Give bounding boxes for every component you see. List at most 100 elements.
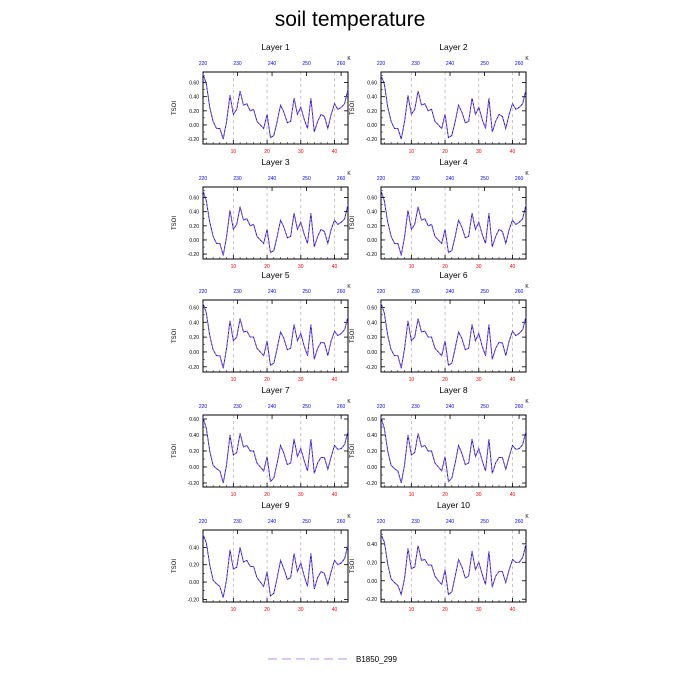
figure-title: soil temperature [274, 8, 426, 31]
series-line-overlay [202, 302, 349, 369]
top-tick-label: 230 [233, 404, 242, 410]
y-tick-label: 0.00 [189, 238, 199, 244]
top-tick-label: 250 [480, 519, 489, 525]
y-tick-label: -0.20 [366, 597, 378, 603]
top-tick-label: 250 [480, 404, 489, 410]
panel-title: Layer 5 [261, 270, 290, 280]
y-tick-label: 0.60 [189, 305, 199, 311]
top-tick-label: 230 [411, 519, 420, 525]
plot-frame [380, 71, 527, 145]
x-tick-label: 40 [510, 377, 516, 383]
panel-6: Layer 6 -0.20 0.00 0.20 0.40 0.60 TSOI 10 20 30 40… [350, 270, 529, 383]
top-tick-label: 250 [302, 61, 311, 67]
x-tick-label: 30 [476, 377, 482, 383]
x-tick-label: 10 [231, 492, 237, 498]
y-tick-label: -0.20 [188, 252, 200, 258]
x-tick-label: 40 [332, 607, 338, 613]
y-tick-label: 0.40 [189, 95, 199, 101]
legend: B1850_299 [268, 655, 397, 664]
plot-frame [202, 71, 349, 145]
top-tick-label: 260 [337, 519, 346, 525]
top-tick-label: 250 [302, 289, 311, 295]
top-tick-label: 250 [302, 404, 311, 410]
x-tick-label: 10 [231, 149, 237, 155]
top-tick-label: 220 [377, 404, 386, 410]
x-tick-label: 20 [442, 149, 448, 155]
top-tick-label: 250 [480, 176, 489, 182]
plot-frame [380, 299, 527, 373]
y-tick-label: 0.00 [367, 238, 377, 244]
top-tick-label: 230 [411, 176, 420, 182]
y-tick-label: 0.20 [367, 449, 377, 455]
x-tick-label: 20 [442, 492, 448, 498]
top-tick-label: 260 [337, 404, 346, 410]
panel-title: Layer 3 [261, 157, 290, 167]
series-line-overlay [202, 190, 349, 256]
x-tick-label: 20 [442, 377, 448, 383]
y-tick-label: 0.20 [367, 335, 377, 341]
x-tick-label: 40 [332, 377, 338, 383]
y-tick-label: 0.20 [189, 109, 199, 115]
panel-title: Layer 10 [437, 500, 470, 510]
x-tick-label: 10 [409, 607, 415, 613]
x-tick-label: 30 [476, 607, 482, 613]
y-tick-label: 0.20 [189, 449, 199, 455]
x-tick-label: 30 [298, 149, 304, 155]
y-tick-label: 0.60 [189, 196, 199, 202]
top-tick-label: 220 [199, 176, 208, 182]
series-line-overlay [202, 74, 349, 140]
top-axis-unit: K [347, 171, 351, 177]
y-tick-label: 0.40 [367, 320, 377, 326]
top-tick-label: 240 [268, 176, 277, 182]
top-tick-label: 220 [199, 404, 208, 410]
y-tick-label: 0.00 [189, 123, 199, 129]
y-tick-label: 0.20 [367, 224, 377, 230]
panel-1: Layer 1 -0.20 0.00 0.20 0.40 0.60 TSOI 10 20 30 40… [172, 42, 351, 155]
x-tick-label: 40 [510, 607, 516, 613]
x-tick-label: 10 [231, 264, 237, 270]
top-axis-unit: K [347, 56, 351, 62]
top-tick-label: 220 [377, 176, 386, 182]
panel-title: Layer 8 [439, 385, 468, 395]
x-tick-label: 20 [442, 607, 448, 613]
y-tick-label: -0.20 [366, 137, 378, 143]
y-tick-label: 0.20 [367, 560, 377, 566]
x-tick-label: 10 [409, 492, 415, 498]
y-axis-label: TSOI [172, 101, 178, 115]
x-tick-label: 20 [264, 149, 270, 155]
y-tick-label: 0.60 [189, 417, 199, 423]
y-tick-label: 0.40 [189, 210, 199, 216]
x-tick-label: 30 [476, 264, 482, 270]
x-tick-label: 30 [476, 149, 482, 155]
top-tick-label: 240 [446, 404, 455, 410]
x-tick-label: 20 [264, 264, 270, 270]
x-tick-label: 40 [510, 264, 516, 270]
x-tick-label: 20 [264, 607, 270, 613]
panel-9: Layer 9 -0.20 0.00 0.20 0.40 TSOI 10 20 30 40 220 2… [172, 500, 351, 613]
top-tick-label: 240 [268, 404, 277, 410]
x-tick-label: 30 [298, 607, 304, 613]
panel-title: Layer 6 [439, 270, 468, 280]
x-tick-label: 10 [231, 377, 237, 383]
x-tick-label: 40 [510, 492, 516, 498]
y-tick-label: 0.40 [367, 95, 377, 101]
top-tick-label: 220 [199, 289, 208, 295]
series-line-overlay [380, 534, 527, 596]
y-tick-label: -0.20 [188, 137, 200, 143]
top-tick-label: 220 [199, 61, 208, 67]
plot-frame [202, 299, 349, 373]
y-tick-label: 0.00 [189, 350, 199, 356]
top-tick-label: 260 [515, 289, 524, 295]
plot-frame [202, 529, 349, 603]
top-tick-label: 240 [446, 289, 455, 295]
x-tick-label: 40 [332, 149, 338, 155]
top-tick-label: 230 [233, 61, 242, 67]
panel-7: Layer 7 -0.20 0.00 0.20 0.40 0.60 TSOI 10 20 30 40… [172, 385, 351, 498]
y-tick-label: 0.00 [367, 465, 377, 471]
legend-label: B1850_299 [356, 655, 397, 664]
y-tick-label: 0.60 [367, 305, 377, 311]
top-tick-label: 230 [233, 289, 242, 295]
panel-title: Layer 9 [261, 500, 290, 510]
top-tick-label: 250 [480, 289, 489, 295]
y-tick-label: 0.40 [189, 320, 199, 326]
